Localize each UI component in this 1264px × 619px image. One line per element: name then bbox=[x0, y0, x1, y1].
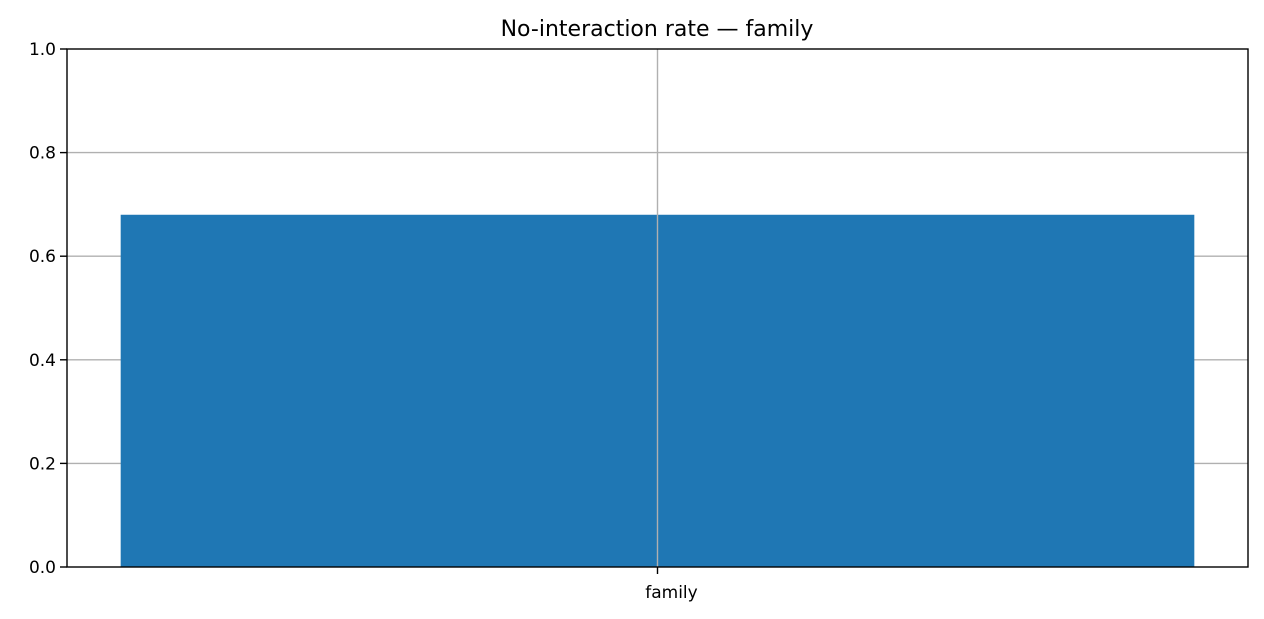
chart-title: No-interaction rate — family bbox=[501, 17, 814, 42]
y-tick-label: 0.0 bbox=[29, 558, 56, 578]
y-tick-label: 0.4 bbox=[29, 351, 56, 371]
x-axis: family bbox=[645, 567, 698, 603]
y-tick-label: 0.2 bbox=[29, 454, 56, 474]
y-tick-label: 0.6 bbox=[29, 247, 56, 267]
y-tick-label: 1.0 bbox=[29, 40, 56, 60]
x-tick-label: family bbox=[645, 583, 697, 603]
y-tick-label: 0.8 bbox=[29, 144, 56, 164]
y-axis: 0.0 0.2 0.4 0.6 0.8 1.0 bbox=[29, 40, 67, 578]
